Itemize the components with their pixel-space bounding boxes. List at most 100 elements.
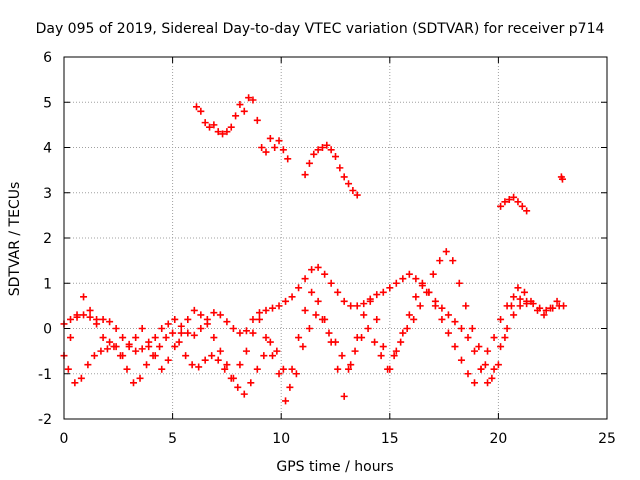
data-point [275,370,283,378]
data-point [162,334,170,342]
data-point [373,315,381,323]
data-point [527,297,535,305]
data-point [242,327,250,335]
data-point [353,302,361,310]
data-point [164,356,172,364]
data-point [269,352,277,360]
data-point [542,306,550,314]
data-point [392,347,400,355]
data-point [494,361,502,369]
data-point [203,320,211,328]
data-point [86,306,94,314]
data-point [451,343,459,351]
data-point [249,96,257,104]
data-point [275,137,283,145]
data-point [169,329,177,337]
data-point [340,392,348,400]
data-point [444,311,452,319]
x-tick-label: 25 [598,431,616,447]
data-point [171,343,179,351]
data-point [145,338,153,346]
series-track-1 [60,263,568,387]
data-point [164,320,172,328]
data-point [345,365,353,373]
data-point [236,101,244,109]
data-point [156,343,164,351]
data-point [371,338,379,346]
data-point [288,365,296,373]
data-point [90,352,98,360]
data-point [308,266,316,274]
data-point [405,270,413,278]
data-point [321,270,329,278]
data-point [353,191,361,199]
data-point [351,347,359,355]
series-track-3 [60,279,531,405]
data-point [223,361,231,369]
data-point [377,352,385,360]
data-point [379,343,387,351]
data-point [223,128,231,136]
data-point [67,334,75,342]
data-point [242,347,250,355]
data-point [77,374,85,382]
data-point [240,390,248,398]
data-point [518,202,526,210]
data-point [301,171,309,179]
data-point [197,325,205,332]
data-point [488,374,496,382]
data-point [214,128,222,136]
data-point [323,141,331,149]
data-point [295,334,303,342]
data-point [399,275,407,283]
data-point [197,311,205,319]
y-tick-label: -2 [38,412,52,428]
data-point [73,311,81,319]
data-point [308,288,316,296]
x-tick-label: 20 [489,431,507,447]
data-point [451,318,459,326]
grid-lines [64,57,607,419]
data-point [314,297,322,305]
data-point [464,334,472,342]
data-point [325,329,333,337]
data-point [249,329,257,337]
data-point [429,270,437,278]
data-point [386,284,394,292]
data-point [177,322,185,330]
data-point [523,207,531,215]
data-point [197,107,205,115]
data-point [292,370,300,378]
data-point [190,331,198,339]
data-point [236,329,244,337]
data-point [245,94,253,102]
data-point [301,275,309,283]
data-point [490,334,498,342]
data-point [503,302,511,310]
data-point [386,365,394,373]
data-point [468,325,476,332]
data-point [132,347,140,355]
data-point [249,315,257,323]
data-point [353,334,361,342]
data-point [255,309,263,317]
data-point [533,306,541,314]
data-point [334,288,342,296]
data-point [332,153,339,161]
data-point [366,297,374,305]
data-point [158,365,166,373]
data-point [481,361,489,369]
data-point [138,325,146,332]
series-upper-arc-c [497,193,531,215]
y-tick-label: 6 [43,50,52,66]
data-point [405,311,413,319]
data-point [360,300,368,308]
axis-ticks: 0 5 10 15 20 25 -2 -1 0 1 2 3 4 5 6 [38,50,616,447]
data-point [510,293,518,301]
data-point [505,196,513,204]
data-point [516,302,524,310]
x-axis-label: GPS time / hours [276,459,393,475]
data-point [334,365,342,373]
y-tick-label: 4 [43,141,52,157]
